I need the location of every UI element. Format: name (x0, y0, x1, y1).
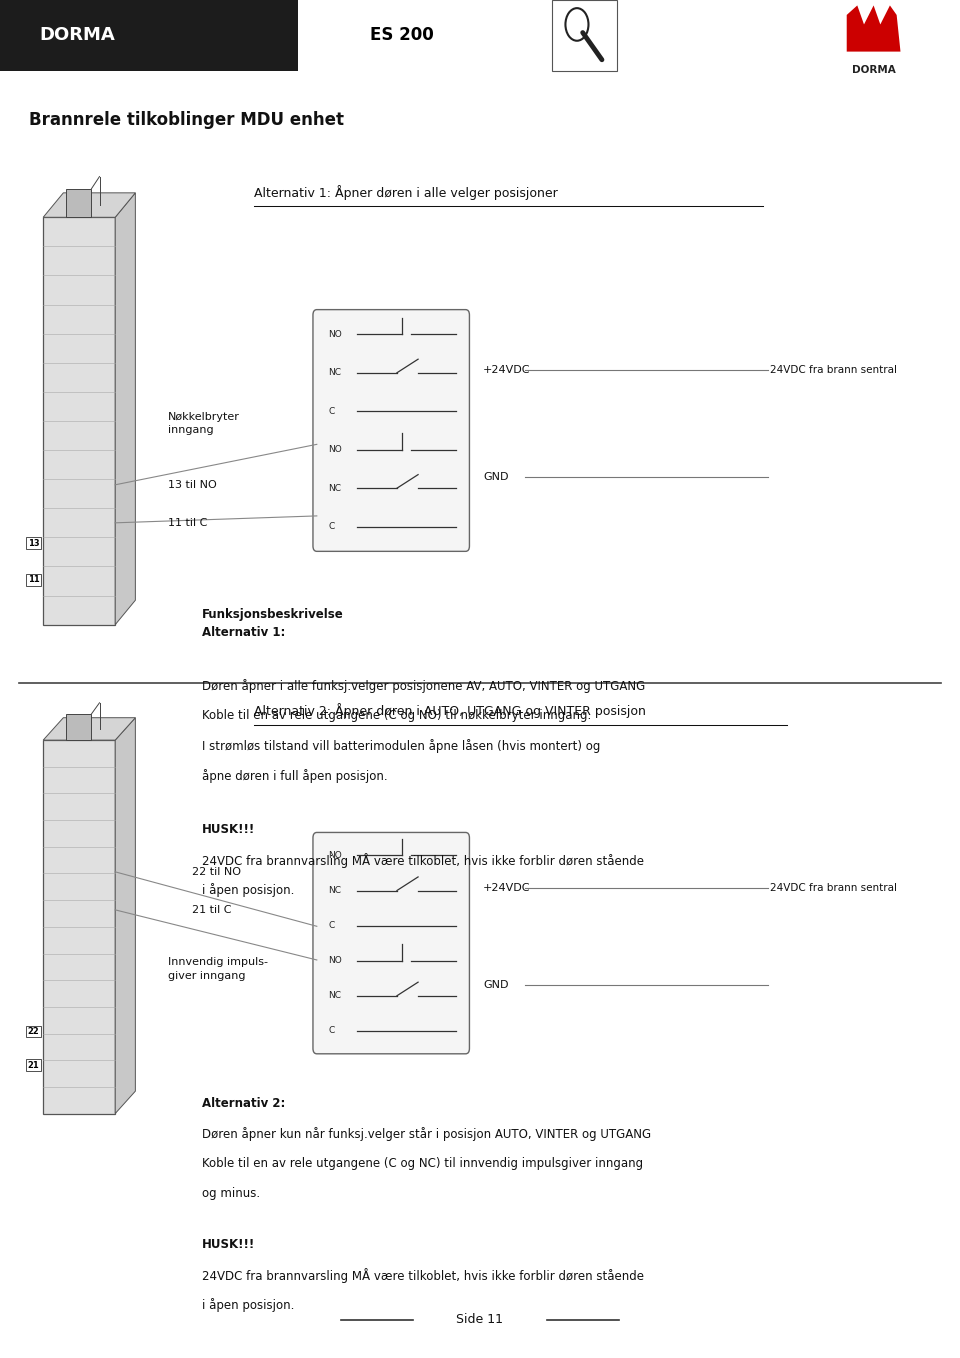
Text: Døren åpner kun når funksj.velger står i posisjon AUTO, VINTER og UTGANG: Døren åpner kun når funksj.velger står i… (202, 1127, 651, 1141)
Text: +24VDC: +24VDC (483, 884, 530, 894)
Text: og minus.: og minus. (202, 1187, 260, 1200)
Text: GND: GND (483, 471, 509, 482)
Text: Nøkkelbryter
inngang: Nøkkelbryter inngang (168, 411, 240, 436)
FancyBboxPatch shape (313, 310, 469, 551)
Text: NC: NC (328, 368, 342, 378)
Text: C: C (328, 523, 335, 531)
Text: NO: NO (328, 330, 342, 338)
Text: 13: 13 (28, 539, 39, 547)
Text: 21: 21 (28, 1061, 39, 1070)
Polygon shape (115, 717, 135, 1114)
Text: DORMA: DORMA (39, 26, 114, 45)
Text: Koble til en av rele utgangene (C og NO) til nøkkelbryter inngang.: Koble til en av rele utgangene (C og NO)… (202, 709, 590, 722)
Text: Koble til en av rele utgangene (C og NC) til innvendig impulsgiver inngang: Koble til en av rele utgangene (C og NC)… (202, 1157, 643, 1171)
Text: NC: NC (328, 885, 342, 895)
Text: NO: NO (328, 445, 342, 454)
Text: 13 til NO: 13 til NO (168, 479, 217, 490)
Text: HUSK!!!: HUSK!!! (202, 1238, 254, 1252)
Bar (0, 0, 298, 71)
Text: 24VDC fra brann sentral: 24VDC fra brann sentral (770, 365, 897, 375)
Text: 24VDC fra brannvarsling MÅ være tilkoblet, hvis ikke forblir døren stående: 24VDC fra brannvarsling MÅ være tilkoble… (202, 1268, 643, 1283)
Bar (43, 740, 115, 1114)
Text: Alternativ 2: Åpner døren i AUTO, UTGANG og VINTER posisjon: Alternativ 2: Åpner døren i AUTO, UTGANG… (254, 703, 646, 718)
Polygon shape (43, 717, 135, 740)
Text: HUSK!!!: HUSK!!! (202, 823, 254, 837)
Bar (298, 0, 552, 71)
Text: NO: NO (328, 956, 342, 966)
Text: I strømløs tilstand vill batterimodulen åpne låsen (hvis montert) og: I strømløs tilstand vill batterimodulen … (202, 739, 600, 752)
Bar (43, 217, 115, 625)
Bar (66, 189, 91, 217)
Text: 22: 22 (28, 1027, 39, 1036)
Text: NO: NO (328, 851, 342, 860)
Text: 22 til NO: 22 til NO (192, 866, 241, 877)
Text: NC: NC (328, 991, 342, 1001)
Bar (552, 0, 617, 71)
Text: i åpen posisjon.: i åpen posisjon. (202, 1298, 294, 1312)
Polygon shape (115, 193, 135, 625)
Text: C: C (328, 1027, 335, 1035)
Text: NC: NC (328, 483, 342, 493)
Text: ES 200: ES 200 (370, 26, 433, 45)
Text: i åpen posisjon.: i åpen posisjon. (202, 883, 294, 896)
Text: GND: GND (483, 980, 509, 990)
Text: 11: 11 (28, 576, 39, 584)
Text: åpne døren i full åpen posisjon.: åpne døren i full åpen posisjon. (202, 769, 387, 782)
Text: Side 11: Side 11 (457, 1313, 503, 1327)
Text: Alternativ 2:: Alternativ 2: (202, 1097, 285, 1111)
Text: Innvendig impuls-
giver inngang: Innvendig impuls- giver inngang (168, 957, 268, 980)
Text: 24VDC fra brann sentral: 24VDC fra brann sentral (770, 884, 897, 894)
Text: C: C (328, 921, 335, 930)
Polygon shape (43, 193, 135, 217)
Text: 24VDC fra brannvarsling MÅ være tilkoblet, hvis ikke forblir døren stående: 24VDC fra brannvarsling MÅ være tilkoble… (202, 853, 643, 868)
Text: 21 til C: 21 til C (192, 904, 231, 915)
Text: +24VDC: +24VDC (483, 365, 530, 375)
Text: Alternativ 1: Åpner døren i alle velger posisjoner: Alternativ 1: Åpner døren i alle velger … (254, 185, 558, 200)
Text: Døren åpner i alle funksj.velger posisjonene AV, AUTO, VINTER og UTGANG: Døren åpner i alle funksj.velger posisjo… (202, 679, 645, 693)
Text: C: C (328, 407, 335, 416)
Text: 11 til C: 11 til C (168, 517, 207, 528)
Bar (66, 714, 91, 740)
Polygon shape (847, 5, 900, 52)
Text: Brannrele tilkoblinger MDU enhet: Brannrele tilkoblinger MDU enhet (29, 111, 344, 129)
FancyBboxPatch shape (313, 832, 469, 1054)
Bar (298, 23, 313, 53)
Text: DORMA: DORMA (852, 65, 896, 75)
Text: Funksjonsbeskrivelse
Alternativ 1:: Funksjonsbeskrivelse Alternativ 1: (202, 608, 344, 640)
